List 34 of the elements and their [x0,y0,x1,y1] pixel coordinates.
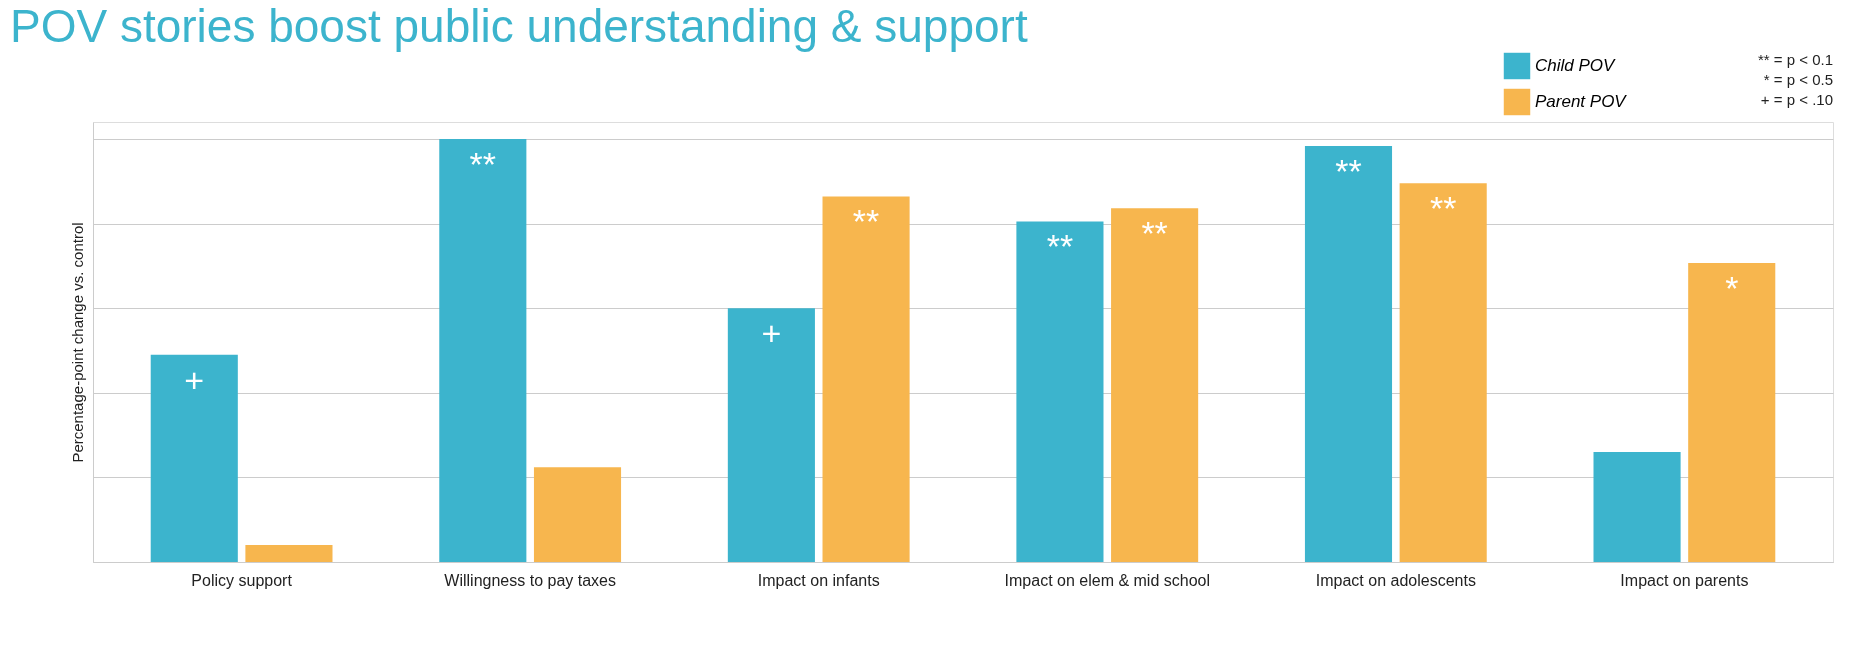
bar [1688,262,1776,562]
x-tick-label: Willingness to pay taxes [444,571,616,589]
bar [1399,183,1487,562]
annotation: ** [469,144,497,183]
bar [1111,208,1199,562]
annotation: ** [1046,227,1074,266]
legend-label: Child POV [1535,56,1617,75]
legend-label: Parent POV [1535,92,1628,111]
x-tick-label: Impact on elem & mid school [1004,571,1210,589]
y-axis-title: Percentage-point change vs. control [68,222,86,463]
text: * = p < 0.5 [1763,71,1833,88]
annotation: ** [1429,189,1457,228]
bar [822,196,910,562]
bar [1304,146,1393,562]
bar [533,467,622,562]
bar [245,545,333,562]
bar [727,308,815,562]
annotation: * [1725,268,1739,307]
bar [439,138,527,562]
annotation: ** [852,202,880,241]
chart-title: POV stories boost public understanding & support [10,0,1028,52]
bar [150,354,238,562]
x-tick-label: Impact on infants [757,571,880,589]
annotation: + [761,314,782,353]
x-tick-label: Policy support [191,571,293,589]
bar [1593,452,1681,562]
bar [1016,221,1104,562]
text: + = p < .10 [1760,91,1833,108]
annotation: ** [1141,214,1168,253]
x-tick-label: Impact on parents [1620,571,1749,589]
annotation: + [184,360,205,399]
x-tick-label: Impact on adolescents [1315,571,1476,589]
text: ** = p < 0.1 [1757,51,1833,68]
annotation: ** [1335,152,1362,191]
